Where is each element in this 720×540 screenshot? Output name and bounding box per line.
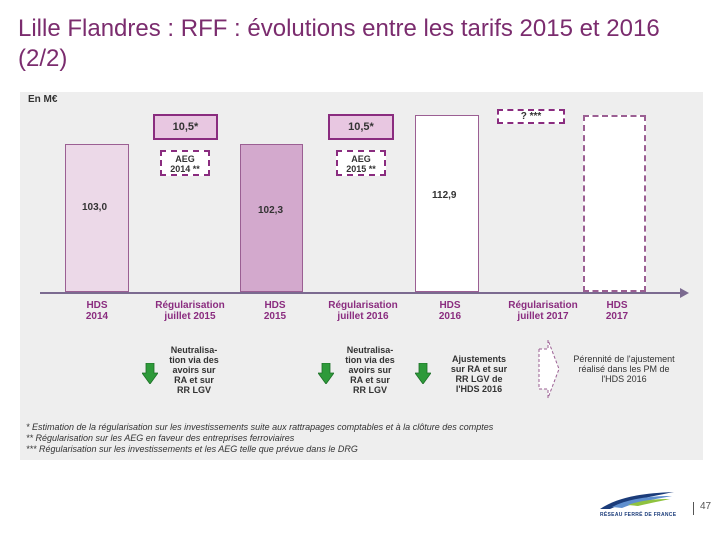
axis-label-line: HDS (439, 300, 461, 311)
axis-label-regularisation-2016: Régularisation juillet 2016 (318, 300, 408, 322)
bar-value-hds-2015: 102,3 (258, 205, 284, 216)
chart-panel: En M€ 103,0 102,3 112,9 10,5* 10,5* ? **… (20, 92, 703, 460)
green-down-arrow-icon (318, 363, 334, 384)
note-line: réalisé dans les PM de (578, 364, 670, 374)
regularisation-box-2017: ? *** (497, 109, 565, 124)
rff-logo-icon (600, 492, 674, 509)
axis-label-hds-2014: HDS 2014 (77, 300, 117, 322)
axis-label-line: Régularisation (155, 300, 225, 311)
bar-value-hds-2014: 103,0 (82, 202, 108, 213)
note-line: RR LGV (176, 385, 211, 395)
note-line: Neutralisa- (346, 345, 394, 355)
note-line: tion via des (345, 355, 395, 365)
aeg-box-2015: AEG 2015 ** (336, 150, 386, 176)
timeline-axis (40, 292, 682, 294)
axis-label-line: 2014 (85, 311, 109, 322)
axis-label-line: juillet 2016 (337, 311, 389, 322)
axis-label-hds-2016: HDS 2016 (430, 300, 470, 322)
logo-text: RÉSEAU FERRÉ DE FRANCE (600, 512, 677, 518)
axis-label-line: juillet 2015 (164, 311, 216, 322)
axis-label-hds-2017: HDS 2017 (597, 300, 637, 322)
axis-label-line: HDS (264, 300, 286, 311)
aeg-2015-line2: 2015 ** (346, 164, 376, 174)
right-chevron-arrow-icon (538, 339, 560, 399)
page-number: 47 (700, 501, 712, 512)
axis-label-hds-2015: HDS 2015 (255, 300, 295, 322)
note-perennite: Pérennité de l'ajustement réalisé dans l… (560, 354, 688, 384)
axis-label-line: HDS (606, 300, 628, 311)
note-ajustements: Ajustements sur RA et sur RR LGV de l'HD… (433, 354, 525, 394)
footnote-1: * Estimation de la régularisation sur le… (26, 422, 494, 432)
note-line: avoirs sur (348, 365, 392, 375)
note-line: Ajustements (451, 354, 506, 364)
note-line: Pérennité de l'ajustement (573, 354, 675, 364)
note-line: l'HDS 2016 (455, 384, 503, 394)
note-line: Neutralisa- (170, 345, 218, 355)
note-line: tion via des (169, 355, 219, 365)
regularisation-box-2016: 10,5* (328, 114, 394, 140)
note-line: RA et sur (174, 375, 214, 385)
axis-label-line: 2015 (263, 311, 287, 322)
axis-label-regularisation-2017: Régularisation juillet 2017 (498, 300, 588, 322)
axis-label-line: HDS (86, 300, 108, 311)
aeg-2014-line1: AEG (175, 154, 195, 164)
axis-label-line: Régularisation (328, 300, 398, 311)
green-down-arrow-icon (415, 363, 431, 384)
note-neutralisation-2016: Neutralisa- tion via des avoirs sur RA e… (336, 345, 404, 395)
regularisation-box-2015: 10,5* (153, 114, 218, 140)
note-neutralisation-2015: Neutralisa- tion via des avoirs sur RA e… (160, 345, 228, 395)
footnotes: * Estimation de la régularisation sur le… (26, 422, 493, 455)
slide-title: Lille Flandres : RFF : évolutions entre … (18, 15, 660, 72)
note-line: RA et sur (350, 375, 390, 385)
axis-label-line: 2017 (605, 311, 629, 322)
note-line: avoirs sur (172, 365, 216, 375)
aeg-box-2014: AEG 2014 ** (160, 150, 210, 176)
footnote-3: *** Régularisation sur les investissemen… (26, 444, 358, 454)
bar-hds-2015 (240, 144, 303, 292)
green-down-arrow-icon (142, 363, 158, 384)
axis-label-regularisation-2015: Régularisation juillet 2015 (145, 300, 235, 322)
bar-hds-2016 (415, 115, 479, 292)
note-line: l'HDS 2016 (601, 374, 647, 384)
timeline-arrowhead-icon (680, 288, 689, 298)
aeg-2014-line2: 2014 ** (170, 164, 200, 174)
note-line: RR LGV de (455, 374, 503, 384)
axis-label-line: 2016 (438, 311, 462, 322)
unit-label: En M€ (28, 94, 58, 105)
axis-label-line: Régularisation (508, 300, 578, 311)
note-line: sur RA et sur (450, 364, 508, 374)
footnote-2: ** Régularisation sur les AEG en faveur … (26, 433, 295, 443)
axis-label-line: juillet 2017 (517, 311, 569, 322)
bar-hds-2014 (65, 144, 129, 292)
note-line: RR LGV (352, 385, 387, 395)
bar-value-hds-2016: 112,9 (432, 190, 457, 201)
bar-hds-2017-dashed (583, 115, 646, 292)
aeg-2015-line1: AEG (351, 154, 371, 164)
page-number-separator (693, 502, 694, 515)
